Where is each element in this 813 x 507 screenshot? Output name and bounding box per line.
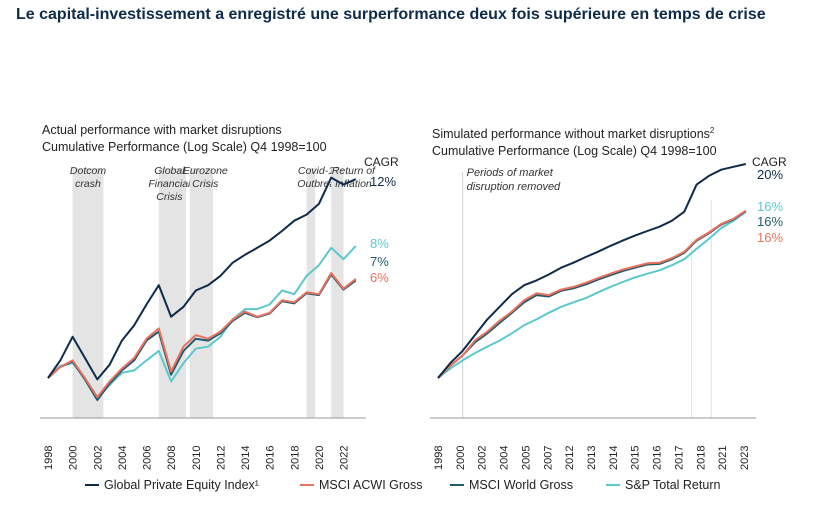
left-chart-cagr-label-msci-acwi-gross: 6% [370, 270, 389, 285]
left-chart-cagr-header: CAGR [364, 155, 399, 169]
left-chart-x-tick-label: 2006 [142, 446, 154, 470]
left-chart-cagr-label-global-private-equity-index: 12% [370, 174, 396, 189]
legend-label-sp-total-return: S&P Total Return [625, 478, 721, 492]
right-chart-x-tick-label: 2014 [608, 446, 620, 470]
left-chart-shaded-period-global-financial-crisis [158, 168, 186, 418]
legend-item-private-equity: Global Private Equity Index¹ [85, 478, 259, 492]
left-chart-cagr-label-msci-world-gross: 7% [370, 254, 389, 269]
right-chart-subtitle: Cumulative Performance (Log Scale) Q4 19… [432, 144, 717, 159]
left-chart-x-tick-label: 2000 [68, 446, 80, 470]
left-chart-x-tick-label: 2016 [265, 446, 277, 470]
right-chart-x-tick-label: 2013 [586, 446, 598, 470]
right-chart-cagr-label-msci-world-gross: 16% [757, 214, 783, 229]
left-chart-x-tick-label: 2022 [339, 446, 351, 470]
left-chart-shaded-period-return-of-inflation [331, 168, 344, 418]
right-chart-x-tick-label: 1998 [433, 446, 445, 470]
left-chart-x-tick-label: 2012 [215, 446, 227, 470]
left-chart-x-tick-label: 2008 [166, 446, 178, 470]
left-chart-period-label-eurozone-crisis: Eurozone Crisis [183, 165, 228, 190]
right-chart-cagr-label-s-p-total-return: 16% [757, 199, 783, 214]
page-headline: Le capital-investissement a enregistré u… [16, 6, 766, 23]
chart-canvas: Dotcom crash Global Financial CrisisEurozone… [40, 155, 787, 470]
right-chart-x-tick-label: 2016 [652, 446, 664, 470]
right-chart-x-tick-label: 2000 [455, 446, 467, 470]
right-chart-series-line-s-p-total-return [437, 210, 747, 379]
left-chart-titles: Actual performance with market disruptio… [42, 122, 327, 156]
left-chart-x-tick-label: 2002 [92, 446, 104, 470]
legend-label-msci-world: MSCI World Gross [469, 478, 573, 492]
right-chart-titles: Simulated performance without market dis… [432, 122, 717, 160]
left-chart-subtitle: Cumulative Performance (Log Scale) Q4 19… [42, 140, 327, 154]
left-chart-series-line-msci-acwi-gross [47, 272, 357, 399]
left-chart-period-label-global-financial-crisis: Global Financial Crisis [148, 165, 191, 203]
left-chart-x-tick-label: 2004 [117, 446, 129, 470]
left-chart-x-tick-label: 1998 [43, 446, 55, 470]
left-chart-series-line-global-private-equity-index [47, 176, 357, 381]
legend-swatch-msci-world [450, 484, 464, 486]
right-chart-x-tick-label: 2007 [542, 446, 554, 470]
left-chart-x-tick-label: 2014 [240, 446, 252, 470]
legend-item-msci-world: MSCI World Gross [450, 478, 573, 492]
right-chart-title-line: Simulated performance without market dis… [432, 122, 717, 143]
legend-item-msci-acwi: MSCI ACWI Gross [300, 478, 422, 492]
right-chart-x-tick-label: 2017 [673, 446, 685, 470]
right-chart-x-tick-label: 2012 [564, 446, 576, 470]
right-chart-cagr-label-msci-acwi-gross: 16% [757, 230, 783, 245]
left-chart-cagr-label-s-p-total-return: 8% [370, 236, 389, 251]
right-chart-x-tick-label: 2023 [739, 446, 751, 470]
chart-legend: Global Private Equity Index¹ MSCI ACWI G… [0, 478, 813, 498]
left-chart-period-label-dotcom-crash: Dotcom crash [70, 165, 106, 190]
left-chart-x-tick-label: 2020 [314, 446, 326, 470]
right-chart-x-tick-label: 2005 [520, 446, 532, 470]
footnote-superscript: 2 [709, 126, 715, 135]
right-chart-cagr-label-global-private-equity-index: 20% [757, 167, 783, 182]
right-chart-x-tick-label: 2018 [695, 446, 707, 470]
right-chart-cagr-header: CAGR [752, 155, 787, 169]
right-chart-series-line-msci-acwi-gross [437, 209, 747, 379]
left-chart-shaded-period-eurozone-crisis [189, 168, 214, 418]
right-chart-title: Simulated performance without market dis… [432, 127, 710, 142]
right-chart-x-tick-label: 2015 [630, 446, 642, 470]
legend-swatch-private-equity [85, 484, 99, 486]
left-chart-shaded-period-dotcom-crash [72, 168, 104, 418]
right-chart-annotation: Periods of market disruption removed [467, 167, 561, 193]
left-chart-x-tick-label: 2018 [289, 446, 301, 470]
right-chart-x-tick-label: 2002 [477, 446, 489, 470]
left-chart-title: Actual performance with market disruptio… [42, 123, 282, 137]
legend-swatch-sp-total-return [606, 484, 620, 486]
legend-item-sp-total-return: S&P Total Return [606, 478, 720, 492]
left-chart-x-tick-label: 2010 [191, 446, 203, 470]
right-chart-x-tick-label: 2021 [717, 446, 729, 470]
left-chart-period-label-covid-19-outbreak: Covid-19 Outbreak [297, 165, 341, 190]
left-chart-period-label-return-of-inflation: Return of Inflation [332, 165, 376, 190]
legend-label-private-equity: Global Private Equity Index¹ [104, 478, 259, 492]
right-chart-x-tick-label: 2004 [499, 446, 511, 470]
legend-swatch-msci-acwi [300, 484, 314, 486]
right-chart-series-line-global-private-equity-index [437, 163, 747, 379]
legend-label-msci-acwi: MSCI ACWI Gross [319, 478, 423, 492]
